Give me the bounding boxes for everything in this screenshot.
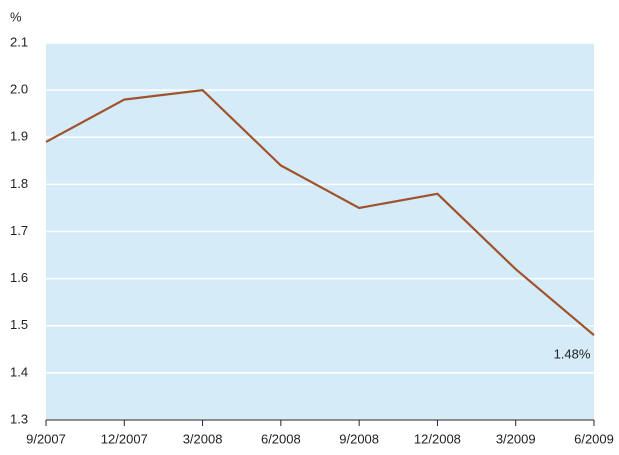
y-tick-label: 2.1 xyxy=(10,34,28,49)
x-tick-label: 6/2008 xyxy=(261,431,301,446)
x-tick-label: 3/2008 xyxy=(183,431,223,446)
x-tick-label: 9/2007 xyxy=(26,431,66,446)
y-tick-label: 2.0 xyxy=(10,82,28,97)
x-tick-label: 12/2007 xyxy=(101,431,148,446)
y-tick-label: 1.9 xyxy=(10,129,28,144)
x-tick-label: 3/2009 xyxy=(496,431,536,446)
y-tick-label: 1.7 xyxy=(10,223,28,238)
y-tick-label: 1.8 xyxy=(10,176,28,191)
value-label: 1.48% xyxy=(554,347,591,362)
y-tick-label: 1.5 xyxy=(10,317,28,332)
y-tick-label: 1.3 xyxy=(10,411,28,426)
x-tick-label: 9/2008 xyxy=(339,431,379,446)
y-unit-label: % xyxy=(10,9,22,24)
y-tick-label: 1.6 xyxy=(10,270,28,285)
x-tick-label: 12/2008 xyxy=(414,431,461,446)
x-tick-label: 6/2009 xyxy=(574,431,614,446)
y-tick-label: 1.4 xyxy=(10,364,28,379)
line xyxy=(45,88,595,337)
